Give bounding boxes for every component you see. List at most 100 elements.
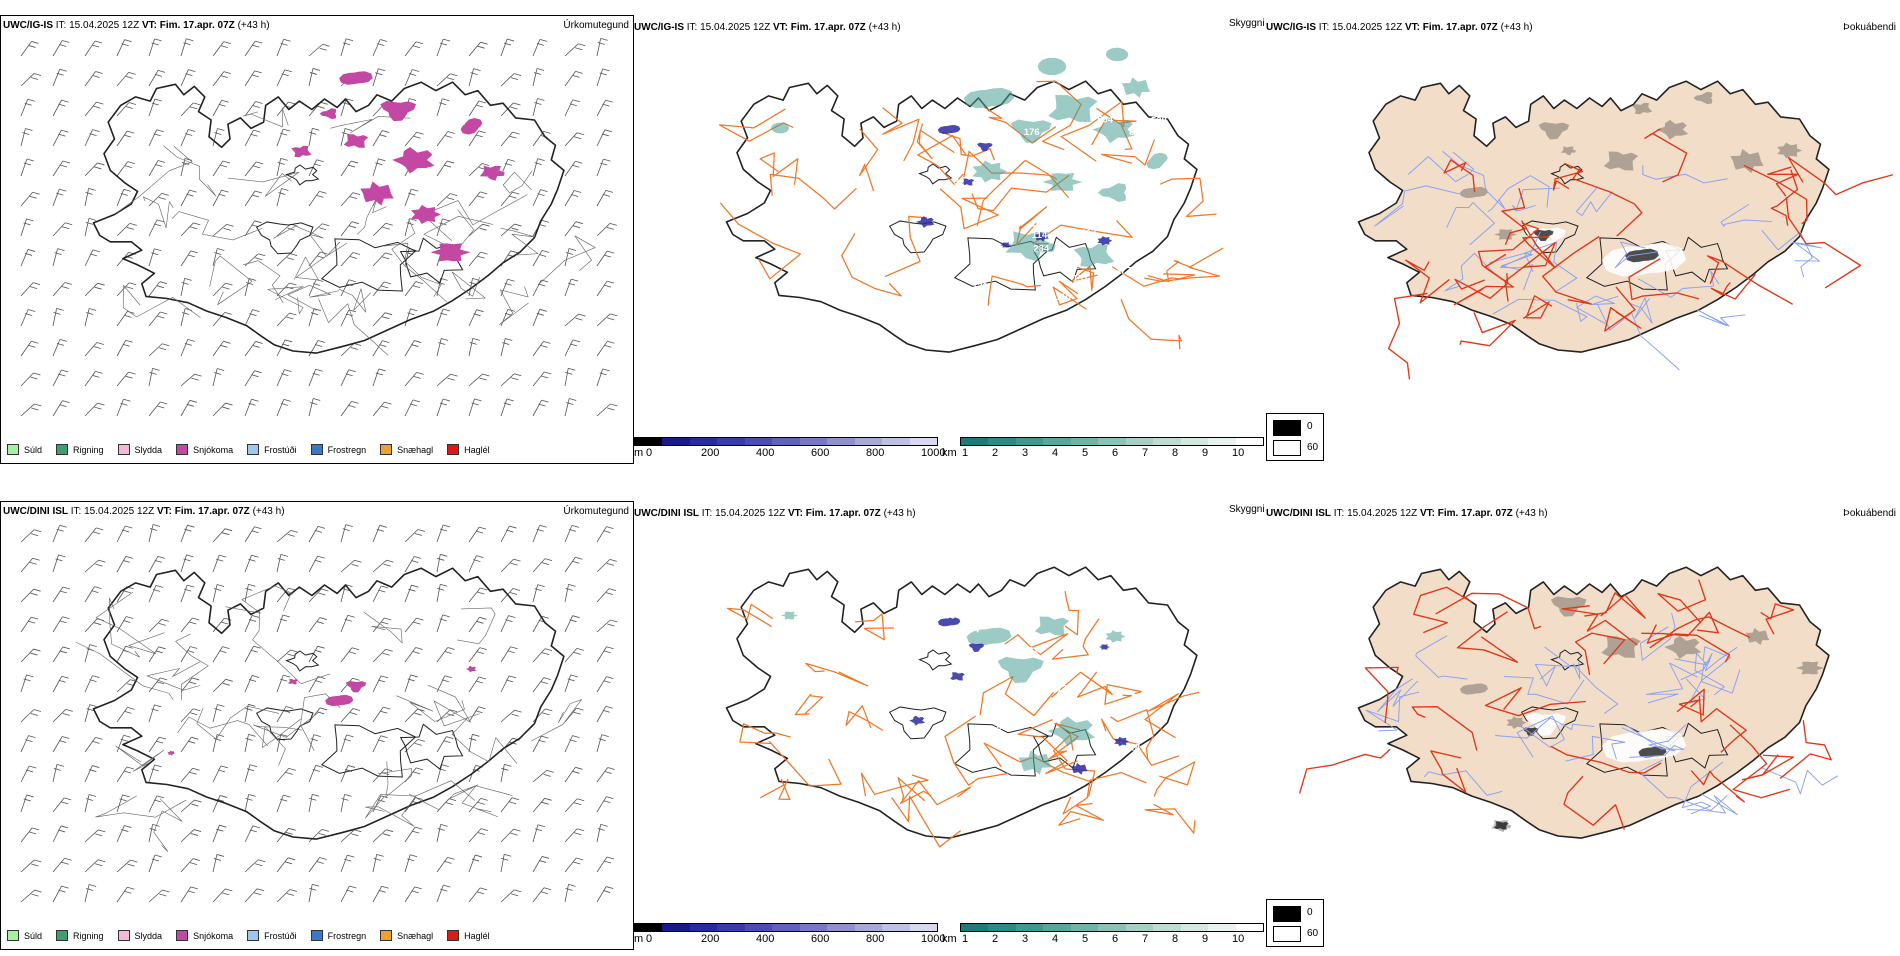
colorbar-segment [909,924,937,931]
ceiling-value-label: 18 [1129,742,1140,753]
colorbar-segment [635,438,663,445]
field-patch [1777,142,1803,159]
legend-item: Rigning [56,930,104,941]
precip-legend: Súld Rigning Slydda Snjókoma Frostúði Frostre… [7,930,504,941]
colorbar-unit: m [634,933,644,945]
field-patch [291,145,312,158]
vt-value: Fim. 17.apr. 07Z [174,506,253,517]
field-patch [1459,683,1489,695]
fog-key-dark-swatch [1273,420,1301,436]
iceland-map-precip [20,524,618,903]
colorbar-segment [1070,438,1099,445]
road-line [391,218,448,303]
fog-panel: UWC/DINI ISL IT: 15.04.2025 12Z VT: Fim.… [1266,501,1900,950]
vt-value: Fim. 17.apr. 07Z [805,508,884,519]
colorbar-segment [1015,438,1044,445]
road-line [916,123,955,160]
road-line [939,188,999,230]
ceiling-colorbar [634,437,938,446]
ceiling-value-label: 359 [1022,290,1038,301]
panel-title: Þokuábendi [1843,508,1896,519]
colorbar-segment [882,438,910,445]
legend-label: Súld [24,444,43,455]
road-line [1051,618,1100,660]
glacier-outline [888,706,947,740]
road-line [172,211,263,241]
field-patch [968,643,985,653]
field-patch [1601,636,1641,658]
road-line [899,780,972,806]
colorbar-segment [1208,924,1236,931]
model-name: UWC/IG-IS [634,22,684,33]
road-line [1516,715,1565,758]
colorbar-segment [1125,924,1154,931]
road-line [1004,633,1069,656]
legend-swatch [7,444,19,455]
field-patch [780,611,799,620]
road-line [1070,265,1098,291]
field-patch [167,750,175,756]
colorbar-segment [1043,438,1071,445]
road-line [1649,616,1750,649]
glacier-outline [320,724,417,778]
road-line [1456,611,1519,663]
road-line [1453,253,1515,306]
legend-swatch [56,930,69,941]
road-line [1760,603,1795,635]
colorbar-segment [1070,924,1099,931]
colorbar-segment [1180,924,1209,931]
ceiling-value-label: 176 [1024,127,1040,138]
ceiling-value-label: 118 [1036,145,1051,156]
field-patch [1560,146,1576,156]
legend-label: Haglél [464,930,490,941]
colorbar-tick: 7 [1142,933,1149,945]
legend-label: Súld [24,930,43,941]
legend-swatch [310,930,323,941]
colorbar-tick: 0 [646,933,653,945]
road-line [1575,186,1613,216]
visibility-panel: UWC/DINI ISL IT: 15.04.2025 12Z VT: Fim.… [634,501,1270,950]
field-patch [977,142,993,152]
colorbar-segment [772,924,800,931]
field-patch [360,181,394,206]
iceland-map-visibility: 134 396 381 138 198 229 709 12 18 [725,566,1200,848]
road-line [769,173,857,210]
colorbar-tick: 600 [811,933,830,945]
field-patch [430,243,471,262]
lead-time: (+43 h) [237,20,270,31]
iceland-outline [1298,566,1839,839]
forecast-row: UWC/IG-IS IT: 15.04.2025 12Z VT: Fim. 17… [0,0,1900,470]
road-line [1561,605,1638,646]
field-patch [1730,148,1764,174]
road-line [1628,258,1700,301]
road-line [1787,156,1894,196]
ceiling-value-label: 117 [1081,228,1096,239]
legend-item: Frostregn [310,930,367,941]
road-line [427,684,480,727]
road-line [1685,669,1741,704]
legend-swatch [247,930,260,941]
field-patch [1533,229,1554,242]
colorbar-tick: 600 [811,447,830,459]
panel-header: UWC/DINI ISL IT: 15.04.2025 12Z VT: Fim.… [634,508,916,519]
road-line [1729,724,1791,799]
forecast-row: UWC/DINI ISL IT: 15.04.2025 12Z VT: Fim.… [0,486,1900,956]
colorbar-segment [1098,438,1126,445]
road-line [1495,717,1595,739]
road-line [726,603,774,628]
road-line [378,761,413,798]
wind-barbs [20,37,618,417]
colorbar-segment [988,924,1016,931]
field-patch [1010,119,1052,143]
colorbar-tick: 5 [1082,447,1089,459]
road-line [1639,612,1676,661]
colorbar-segment [1208,438,1236,445]
road-line [1687,793,1739,816]
legend-label: Frostregn [327,930,367,941]
road-line [1698,695,1747,753]
road-line [976,160,1058,227]
iceland-outline [92,71,596,356]
fog-key-light-swatch [1273,440,1301,456]
colorbar-unit: km [942,933,957,945]
field-patch [1523,727,1539,737]
